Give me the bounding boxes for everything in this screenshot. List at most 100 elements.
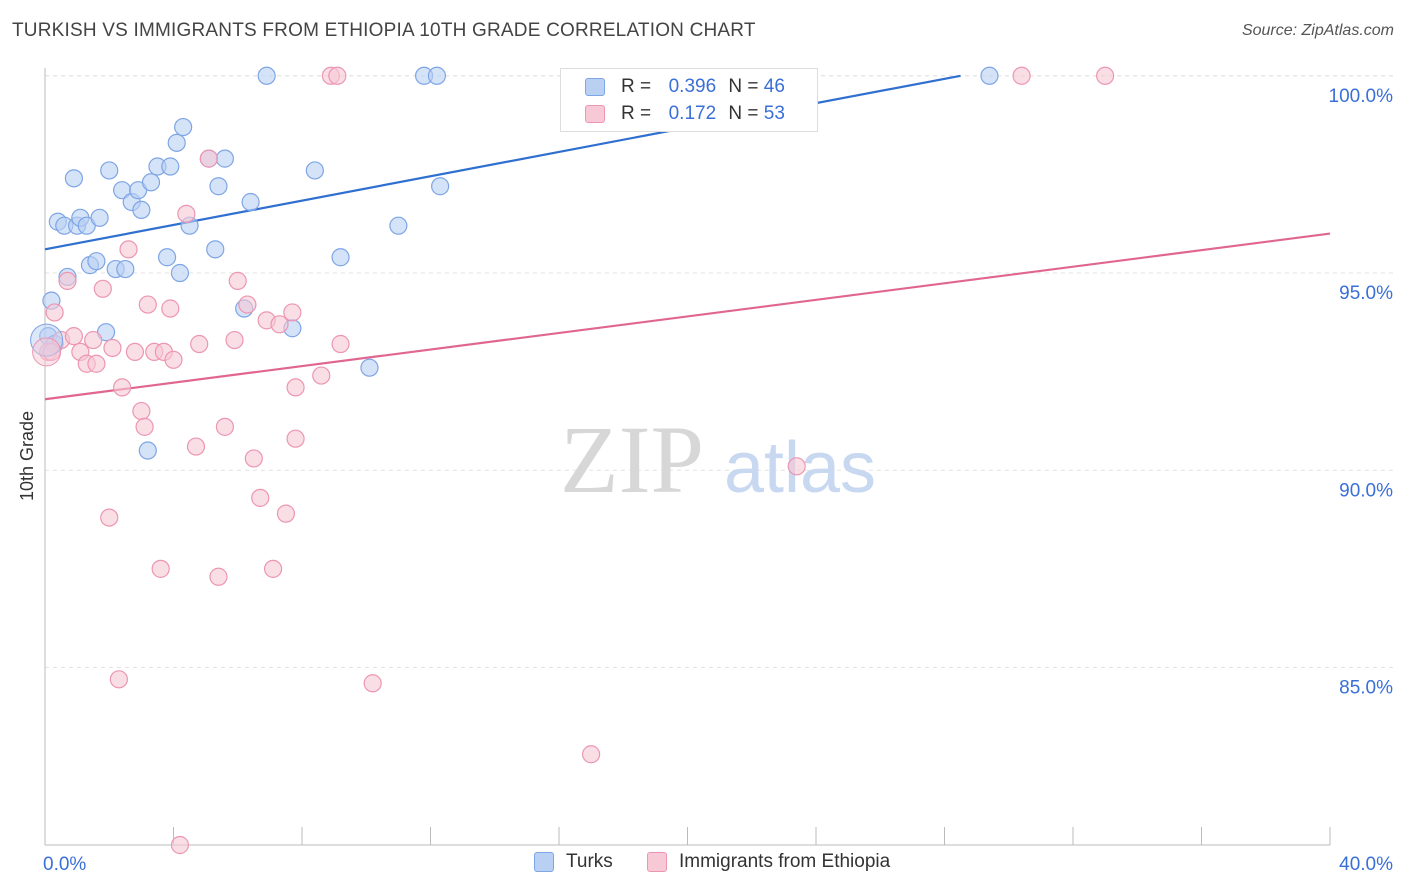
- x-tick-label: 0.0%: [43, 854, 86, 875]
- legend-swatch-turks: [585, 78, 605, 96]
- turks-point: [141, 173, 161, 192]
- turks-point: [360, 358, 379, 377]
- ethiopia-point: [132, 401, 151, 421]
- ethiopia-point: [1096, 66, 1115, 85]
- legend-n-value-ethiopia: 53: [763, 103, 785, 124]
- turks-point: [100, 161, 119, 180]
- ethiopia-point: [170, 835, 190, 855]
- ethiopia-point: [215, 417, 234, 436]
- turks-point: [215, 149, 234, 168]
- ethiopia-point: [244, 449, 263, 468]
- watermark: ZIP atlas: [560, 406, 876, 513]
- ethiopia-point: [276, 504, 296, 523]
- bottom-legend-label-turks: Turks: [566, 851, 613, 872]
- ethiopia-point: [228, 271, 247, 291]
- ethiopia-point: [270, 315, 289, 334]
- ethiopia-point: [286, 429, 305, 448]
- turks-point: [980, 66, 999, 85]
- turks-point: [116, 259, 135, 279]
- ethiopia-point: [109, 670, 128, 689]
- ethiopia-point: [58, 271, 77, 291]
- ethiopia-point: [119, 240, 138, 259]
- ethiopia-point: [84, 330, 103, 350]
- ethiopia-point: [112, 378, 132, 397]
- ethiopia-point: [283, 303, 302, 322]
- y-tick-labels: 85.0% 90.0% 95.0% 100.0%: [1329, 86, 1394, 699]
- bottom-legend-swatch-ethiopia: [647, 852, 667, 872]
- ethiopia-point: [164, 350, 183, 369]
- ethiopia-point: [199, 149, 218, 168]
- ethiopia-point: [582, 745, 601, 764]
- turks-point: [209, 177, 228, 196]
- turks-point: [206, 240, 225, 259]
- ethiopia-point: [225, 330, 244, 350]
- ethiopia-point: [286, 378, 305, 397]
- ethiopia-point: [186, 437, 206, 456]
- turks-point: [161, 157, 180, 176]
- ethiopia-point: [151, 559, 170, 578]
- turks-point: [257, 66, 276, 85]
- source-label: Source: ZipAtlas.com: [1241, 22, 1394, 39]
- ethiopia-trend-line: [44, 232, 1331, 401]
- y-axis-label: 10th Grade: [17, 411, 37, 501]
- legend-n-label: N =: [728, 76, 759, 97]
- ethiopia-point: [328, 66, 347, 85]
- turks-point: [64, 169, 84, 188]
- ethiopia-point: [32, 337, 62, 367]
- legend-r-label: R =: [621, 103, 652, 124]
- turks-point: [427, 66, 447, 85]
- turks-point: [87, 252, 106, 271]
- x-tick-labels: 0.0% 40.0%: [43, 854, 1393, 875]
- legend-n-label: N =: [728, 103, 759, 124]
- ethiopia-point: [125, 342, 145, 362]
- ethiopia-point: [103, 338, 122, 358]
- ethiopia-point: [93, 279, 112, 298]
- correlation-legend: R = 0.396 N = 46 R = 0.172 N = 53: [560, 68, 818, 132]
- legend-r-label: R =: [621, 76, 652, 97]
- ethiopia-point: [135, 417, 154, 436]
- turks-point: [90, 208, 109, 227]
- ethiopia-point: [161, 299, 180, 318]
- ethiopia-point: [209, 567, 228, 586]
- ethiopia-point: [363, 674, 382, 693]
- bottom-legend-swatch-turks: [534, 852, 554, 872]
- ethiopia-point: [312, 366, 331, 385]
- ethiopia-point: [1012, 66, 1031, 85]
- legend-n-value-turks: 46: [763, 76, 785, 97]
- ethiopia-point: [190, 334, 209, 354]
- turks-point: [157, 248, 177, 267]
- ethiopia-point: [87, 354, 106, 373]
- legend-row-turks: R = 0.396 N = 46: [585, 74, 785, 100]
- turks-point: [138, 441, 157, 460]
- chart-title: TURKISH VS IMMIGRANTS FROM ETHIOPIA 10TH…: [12, 20, 756, 41]
- turks-point: [305, 161, 324, 180]
- turks-point: [170, 263, 190, 283]
- legend-r-value-turks: 0.396: [668, 76, 717, 97]
- y-tick-label: 90.0%: [1339, 480, 1393, 501]
- ethiopia-point: [251, 488, 270, 507]
- turks-point: [174, 117, 193, 137]
- data-points: [30, 66, 1115, 855]
- ethiopia-point: [177, 204, 196, 223]
- y-tick-label: 100.0%: [1329, 86, 1394, 107]
- turks-point: [167, 133, 186, 152]
- legend-swatch-ethiopia: [585, 105, 605, 123]
- y-tick-label: 95.0%: [1339, 283, 1393, 304]
- turks-point: [241, 192, 260, 212]
- axes: [44, 68, 1331, 846]
- ethiopia-point: [238, 295, 257, 314]
- bottom-legend-label-ethiopia: Immigrants from Ethiopia: [679, 851, 891, 872]
- bottom-legend-ethiopia: Immigrants from Ethiopia: [647, 851, 890, 873]
- ethiopia-point: [331, 334, 350, 354]
- legend-row-ethiopia: R = 0.172 N = 53: [585, 101, 785, 127]
- turks-point: [431, 177, 450, 196]
- x-tick-label: 40.0%: [1339, 854, 1393, 875]
- ethiopia-point: [100, 508, 119, 527]
- watermark-zip: ZIP: [560, 406, 704, 513]
- ethiopia-point: [263, 559, 283, 578]
- y-tick-label: 85.0%: [1339, 677, 1393, 698]
- ethiopia-point: [138, 295, 157, 314]
- ethiopia-point: [45, 303, 64, 322]
- legend-r-value-ethiopia: 0.172: [668, 103, 717, 124]
- turks-point: [331, 248, 350, 267]
